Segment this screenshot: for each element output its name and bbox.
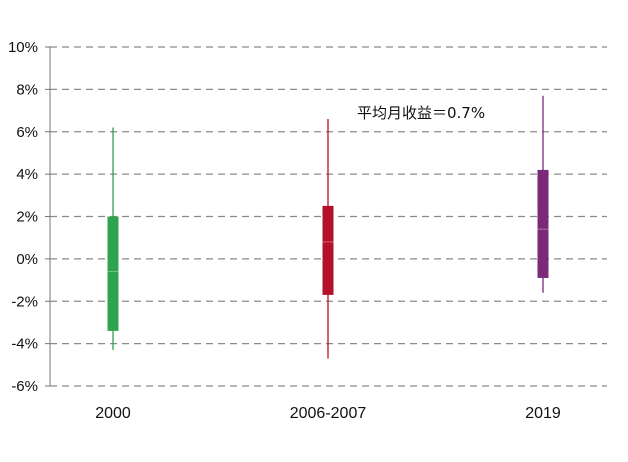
y-tick-label: 0%: [16, 251, 38, 268]
y-tick-label: -2%: [11, 293, 38, 310]
y-tick-label: -4%: [11, 336, 38, 353]
y-tick-label: -6%: [11, 378, 38, 395]
box-2000: [107, 127, 119, 350]
y-axis-ticks: -6% -4% -2% 0% 2% 4% 6% 8% 10%: [8, 39, 50, 395]
y-tick-label: 4%: [16, 166, 38, 183]
mean-return-annotation: 平均月收益＝0.7%: [357, 104, 485, 122]
x-category-label: 2019: [525, 405, 561, 422]
x-category-label: 2000: [95, 405, 131, 422]
iqr-box: [537, 169, 549, 278]
box-2006-2007: [322, 119, 334, 359]
x-axis-categories: 2000 2006-2007 2019: [95, 405, 561, 422]
iqr-box: [107, 216, 119, 331]
box-series: [107, 95, 549, 359]
y-tick-label: 10%: [8, 39, 38, 56]
box-2019: [537, 95, 549, 293]
y-tick-label: 6%: [16, 124, 38, 141]
y-tick-label: 8%: [16, 81, 38, 98]
iqr-box: [322, 205, 334, 295]
x-category-label: 2006-2007: [290, 405, 367, 422]
y-tick-label: 2%: [16, 209, 38, 226]
